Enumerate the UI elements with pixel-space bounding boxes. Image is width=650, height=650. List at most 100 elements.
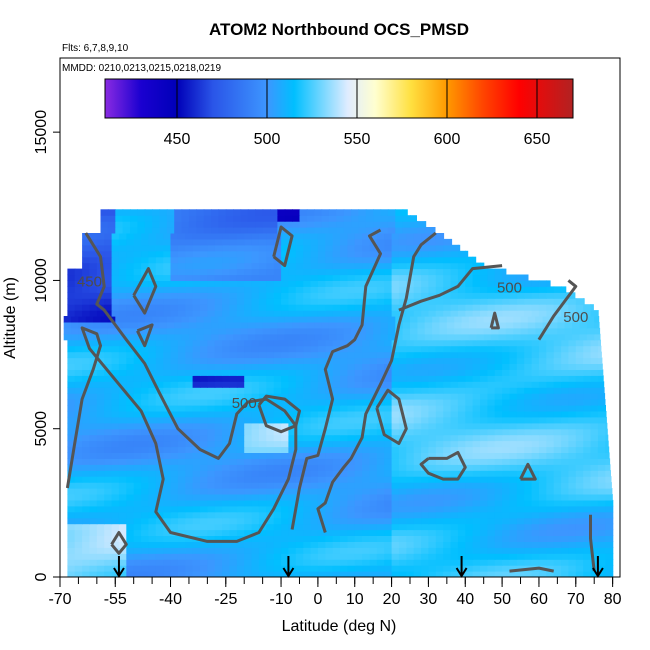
- heatmap-cell: [435, 422, 444, 430]
- heatmap-cell: [177, 345, 186, 353]
- heatmap-cell: [568, 399, 577, 406]
- heatmap-cell: [148, 310, 157, 317]
- heatmap-cell: [96, 452, 105, 459]
- heatmap-cell: [561, 375, 570, 382]
- heatmap-cell: [347, 571, 356, 577]
- heatmap-cell: [340, 357, 348, 364]
- heatmap-cell: [421, 286, 430, 293]
- heatmap-cell: [332, 310, 341, 317]
- heatmap-cell: [487, 375, 496, 382]
- heatmap-cell: [229, 310, 238, 317]
- x-tick-label: -25: [214, 591, 237, 608]
- heatmap-cell: [421, 529, 430, 536]
- heatmap-cell: [347, 233, 356, 240]
- heatmap-cell: [376, 298, 385, 305]
- heatmap-cell: [251, 571, 260, 577]
- heatmap-cell: [144, 227, 153, 234]
- heatmap-cell: [185, 428, 194, 436]
- heatmap-cell: [137, 327, 146, 335]
- heatmap-cell: [472, 529, 481, 536]
- heatmap-cell: [288, 410, 297, 418]
- heatmap-cell: [398, 458, 407, 465]
- heatmap-cell: [354, 559, 363, 566]
- heatmap-cell: [174, 321, 183, 329]
- heatmap-cell: [303, 428, 312, 436]
- heatmap-cell: [362, 375, 371, 382]
- heatmap-cell: [487, 393, 496, 400]
- heatmap-cell: [67, 339, 76, 347]
- heatmap-cell: [384, 375, 393, 382]
- heatmap-cell: [222, 351, 231, 359]
- heatmap-cell: [509, 381, 518, 388]
- heatmap-cell: [266, 387, 275, 394]
- heatmap-cell: [295, 280, 304, 287]
- heatmap-cell: [553, 553, 562, 560]
- heatmap-cell: [406, 511, 415, 519]
- heatmap-cell: [314, 227, 323, 234]
- heatmap-cell: [303, 541, 312, 548]
- heatmap-cell: [251, 464, 260, 471]
- heatmap-cell: [354, 310, 363, 317]
- heatmap-cell: [538, 535, 547, 542]
- heatmap-cell: [317, 446, 326, 453]
- heatmap-cell: [369, 464, 378, 471]
- heatmap-cell: [244, 535, 253, 542]
- heatmap-cell: [398, 440, 407, 448]
- heatmap-cell: [575, 440, 584, 448]
- heatmap-cell: [266, 262, 275, 270]
- heatmap-cell: [89, 381, 98, 388]
- heatmap-cell: [233, 321, 242, 329]
- heatmap-cell: [531, 541, 540, 548]
- heatmap-cell: [428, 399, 437, 406]
- heatmap-cell: [524, 559, 533, 566]
- heatmap-cell: [465, 250, 469, 258]
- heatmap-cell: [104, 250, 113, 258]
- x-tick-label: 0: [313, 591, 322, 608]
- heatmap-cell: [163, 351, 172, 359]
- heatmap-cell: [170, 363, 179, 370]
- heatmap-cell: [177, 393, 186, 400]
- heatmap-cell: [273, 541, 282, 548]
- heatmap-cell: [67, 345, 76, 353]
- heatmap-cell: [538, 381, 547, 388]
- heatmap-cell: [163, 446, 172, 453]
- heatmap-cell: [347, 541, 356, 548]
- flight-marker-head: [455, 567, 468, 578]
- heatmap-cell: [398, 535, 407, 542]
- heatmap-cell: [258, 304, 267, 311]
- heatmap-cell: [214, 434, 223, 442]
- heatmap-cell: [590, 494, 599, 501]
- heatmap-cell: [472, 440, 481, 448]
- heatmap-cell: [347, 535, 356, 542]
- heatmap-cell: [214, 274, 223, 281]
- heatmap-cell: [163, 298, 172, 305]
- heatmap-cell: [185, 345, 194, 353]
- heatmap-cell: [332, 422, 341, 430]
- heatmap-cell: [200, 428, 208, 436]
- heatmap-cell: [203, 227, 212, 234]
- heatmap-cell: [258, 446, 267, 453]
- heatmap-cell: [391, 440, 400, 448]
- heatmap-cell: [122, 316, 131, 323]
- heatmap-cell: [443, 452, 452, 459]
- heatmap-cell: [325, 517, 334, 525]
- heatmap-cell: [236, 446, 245, 453]
- heatmap-cell: [310, 280, 319, 287]
- heatmap-cell: [502, 541, 511, 548]
- heatmap-cell: [229, 535, 238, 542]
- heatmap-cell: [325, 363, 334, 370]
- heatmap-cell: [465, 476, 474, 483]
- heatmap-cell: [597, 541, 606, 548]
- heatmap-cell: [170, 505, 179, 513]
- heatmap-cell: [317, 523, 326, 531]
- heatmap-cell: [546, 559, 555, 566]
- heatmap-cell: [192, 304, 201, 311]
- heatmap-cell: [96, 440, 105, 448]
- heatmap-cell: [188, 209, 197, 216]
- heatmap-cell: [141, 410, 150, 418]
- heatmap-cell: [317, 494, 326, 501]
- heatmap-cell: [122, 227, 131, 234]
- heatmap-cell: [133, 488, 142, 495]
- heatmap-cell: [152, 316, 161, 323]
- heatmap-cell: [516, 416, 525, 424]
